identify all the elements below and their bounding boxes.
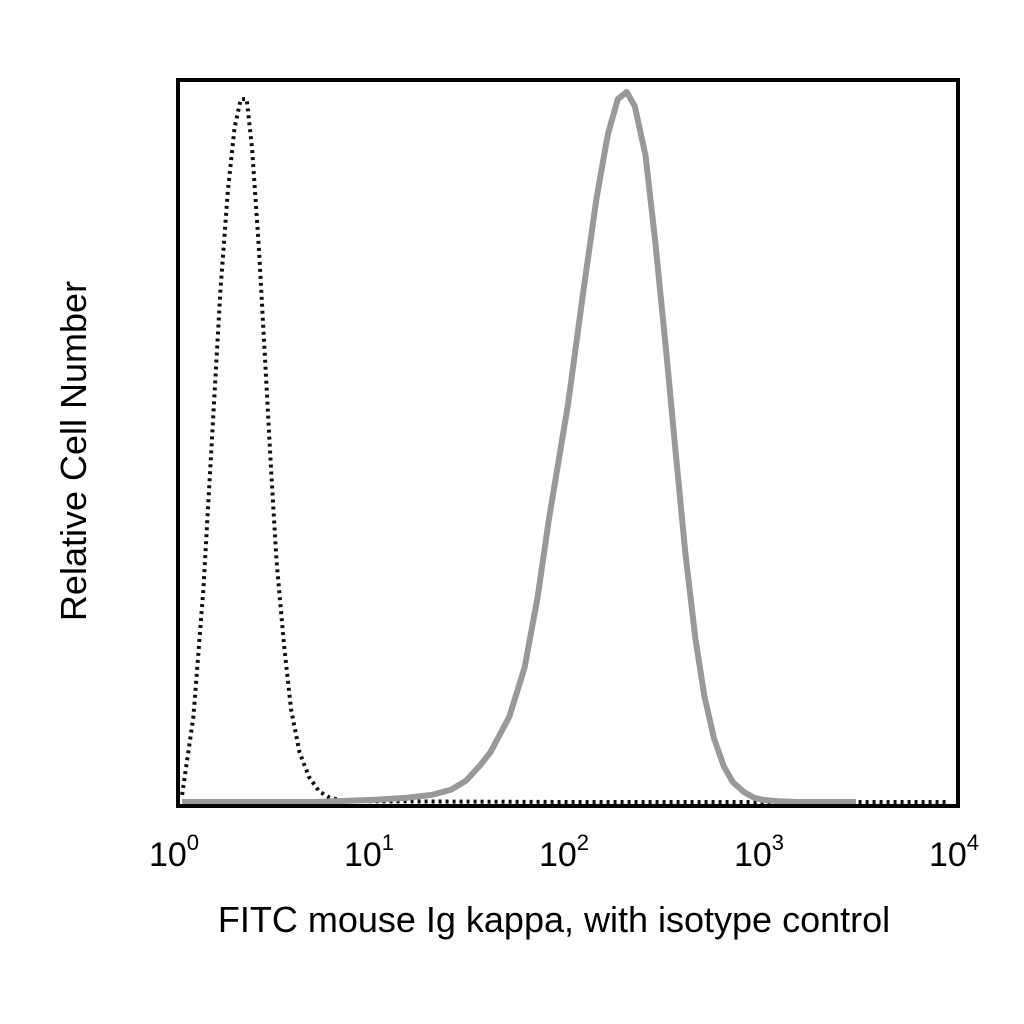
plot-frame [176, 78, 960, 808]
series-isotype-control-dotted [180, 97, 950, 804]
x-tick-labels: 100 101 102 103 104 [149, 830, 979, 874]
series-layer [180, 89, 950, 805]
x-tick-label: 100 [149, 830, 199, 874]
x-tick-label: 101 [344, 830, 394, 874]
x-axis-label: FITC mouse Ig kappa, with isotype contro… [218, 899, 890, 940]
series-stained-solid [182, 89, 856, 805]
x-tick-label: 102 [539, 830, 589, 874]
x-tick-label: 103 [734, 830, 784, 874]
x-tick-label: 104 [929, 830, 979, 874]
y-axis-label: Relative Cell Number [53, 281, 94, 621]
